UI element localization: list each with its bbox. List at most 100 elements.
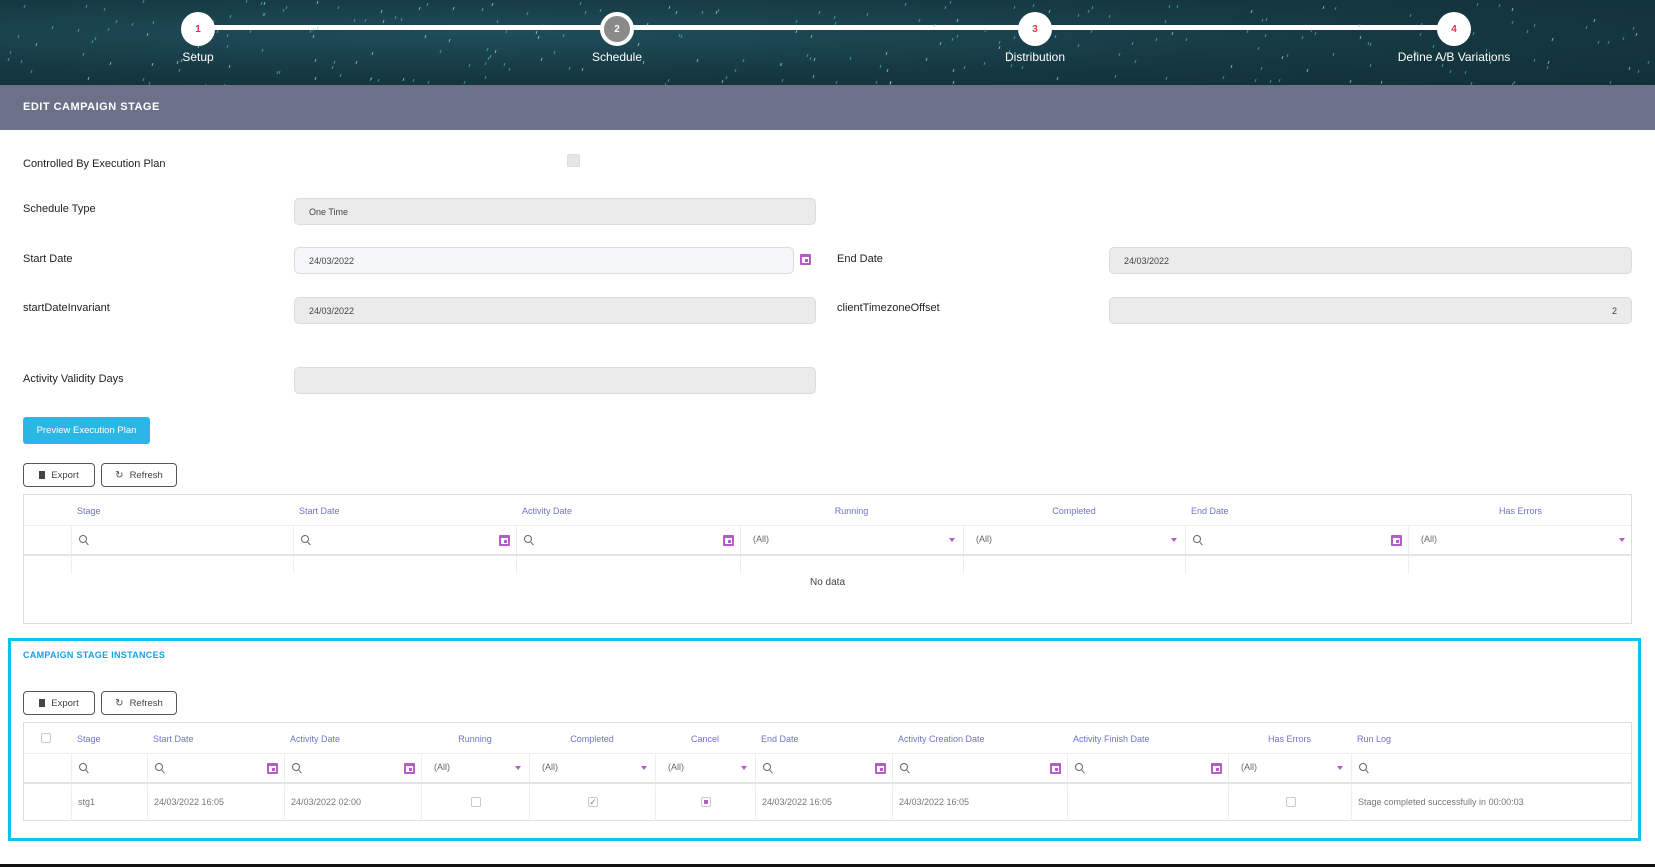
select-all-checkbox[interactable]: [41, 733, 51, 743]
star-decoration: [1078, 14, 1080, 17]
start-invariant-input[interactable]: 24/03/2022: [294, 297, 816, 324]
star-decoration: [536, 31, 538, 34]
start-date-input[interactable]: 24/03/2022: [294, 247, 794, 274]
column-header-activity-finish-date[interactable]: Activity Finish Date: [1067, 723, 1228, 754]
star-decoration: [668, 79, 670, 82]
column-divider: [71, 556, 72, 574]
column-header-completed[interactable]: Completed: [963, 495, 1185, 526]
star-decoration: [1597, 41, 1599, 44]
star-decoration: [1246, 30, 1248, 33]
has_errors-checkbox[interactable]: [1286, 797, 1296, 807]
completed-checkbox[interactable]: ✓: [588, 797, 598, 807]
search-icon: [301, 535, 309, 543]
chevron-down-icon: [641, 766, 647, 770]
wizard-step-2[interactable]: 2: [600, 12, 634, 46]
table-row[interactable]: stg1 24/03/2022 16:05 24/03/2022 02:00 ✓ 24/…: [24, 785, 1631, 821]
filter-input[interactable]: [1067, 754, 1228, 782]
filter-select[interactable]: (All): [963, 526, 1185, 554]
star-decoration: [1164, 20, 1166, 23]
star-decoration: [354, 19, 356, 22]
filter-input[interactable]: [147, 754, 284, 782]
filter-select[interactable]: (All): [655, 754, 755, 782]
column-header-running[interactable]: Running: [740, 495, 963, 526]
export-button[interactable]: Export: [23, 463, 95, 487]
filter-select[interactable]: (All): [1228, 754, 1351, 782]
wizard-step-3[interactable]: 3: [1018, 12, 1052, 46]
column-header-activity-date[interactable]: Activity Date: [284, 723, 421, 754]
calendar-icon[interactable]: [499, 535, 510, 546]
column-header-completed[interactable]: Completed: [529, 723, 655, 754]
preview-execution-plan-button[interactable]: Preview Execution Plan: [23, 417, 150, 444]
column-header-stage[interactable]: Stage: [71, 723, 147, 754]
schedule-type-select[interactable]: One Time: [294, 198, 816, 225]
calendar-icon[interactable]: [1391, 535, 1402, 546]
tz-input[interactable]: 2: [1109, 297, 1632, 324]
column-header-cancel[interactable]: Cancel: [655, 723, 755, 754]
column-header-running[interactable]: Running: [421, 723, 529, 754]
star-decoration: [1323, 6, 1325, 9]
column-header-start-date[interactable]: Start Date: [293, 495, 516, 526]
page-title: EDIT CAMPAIGN STAGE: [0, 85, 1655, 130]
star-decoration: [484, 76, 486, 79]
file-icon: [39, 471, 45, 479]
instances-export-button[interactable]: Export: [23, 691, 95, 715]
cell-value: 24/03/2022 16:05: [899, 797, 969, 807]
column-header-end-date[interactable]: End Date: [755, 723, 892, 754]
star-decoration: [107, 27, 109, 30]
calendar-icon[interactable]: [800, 254, 811, 265]
cell-activity-finish-date: [1067, 785, 1228, 821]
filter-all-label: (All): [1421, 534, 1437, 544]
star-decoration: [1593, 19, 1595, 22]
wizard-step-4[interactable]: 4: [1437, 12, 1471, 46]
star-decoration: [1310, 29, 1312, 32]
end-date-input[interactable]: 24/03/2022: [1109, 247, 1632, 274]
column-header-start-date[interactable]: Start Date: [147, 723, 284, 754]
search-icon: [1193, 535, 1201, 543]
filter-select[interactable]: (All): [740, 526, 963, 554]
filter-input[interactable]: [755, 754, 892, 782]
star-decoration: [490, 55, 492, 58]
wizard-step-1[interactable]: 1: [181, 12, 215, 46]
cancel-checkbox[interactable]: [701, 797, 711, 807]
filter-input[interactable]: [892, 754, 1067, 782]
filter-input[interactable]: [71, 526, 293, 554]
column-header-end-date[interactable]: End Date: [1185, 495, 1408, 526]
column-header-activity-date[interactable]: Activity Date: [516, 495, 740, 526]
refresh-label: Refresh: [130, 698, 163, 709]
filter-input[interactable]: [1351, 754, 1633, 782]
star-decoration: [680, 35, 682, 38]
refresh-button[interactable]: ↻ Refresh: [101, 463, 177, 487]
filter-input[interactable]: [284, 754, 421, 782]
filter-input[interactable]: [516, 526, 740, 554]
star-decoration: [1350, 80, 1352, 83]
star-decoration: [36, 43, 38, 46]
refresh-icon: ↻: [115, 470, 123, 481]
star-decoration: [810, 35, 812, 38]
calendar-icon[interactable]: [875, 763, 886, 774]
column-header-has-errors[interactable]: Has Errors: [1228, 723, 1351, 754]
calendar-icon[interactable]: [1050, 763, 1061, 774]
star-decoration: [1262, 19, 1264, 22]
filter-input[interactable]: [293, 526, 516, 554]
calendar-icon[interactable]: [723, 535, 734, 546]
filter-input[interactable]: [1185, 526, 1408, 554]
filter-select[interactable]: (All): [1408, 526, 1633, 554]
chevron-down-icon: [741, 766, 747, 770]
filter-select[interactable]: (All): [529, 754, 655, 782]
star-decoration: [1638, 70, 1640, 73]
calendar-icon[interactable]: [267, 763, 278, 774]
star-decoration: [1054, 35, 1056, 38]
controlled-checkbox[interactable]: [567, 154, 580, 167]
column-header-run-log[interactable]: Run Log: [1351, 723, 1633, 754]
instances-refresh-button[interactable]: ↻ Refresh: [101, 691, 177, 715]
filter-select[interactable]: (All): [421, 754, 529, 782]
running-checkbox[interactable]: [471, 797, 481, 807]
column-header-stage[interactable]: Stage: [71, 495, 293, 526]
validity-input[interactable]: [294, 367, 816, 394]
calendar-icon[interactable]: [404, 763, 415, 774]
star-decoration: [1301, 36, 1303, 39]
column-header-has-errors[interactable]: Has Errors: [1408, 495, 1633, 526]
filter-input[interactable]: [71, 754, 147, 782]
calendar-icon[interactable]: [1211, 763, 1222, 774]
column-header-activity-creation-date[interactable]: Activity Creation Date: [892, 723, 1067, 754]
